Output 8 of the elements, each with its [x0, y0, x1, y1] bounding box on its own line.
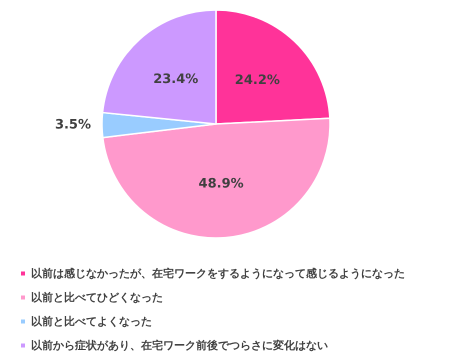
legend-label: 以前と比べてよくなった: [31, 315, 152, 328]
legend-label: 以前と比べてひどくなった: [31, 291, 163, 304]
data-label: 3.5%: [54, 118, 92, 133]
legend-label: 以前から症状があり、在宅ワーク前後でつらさに変化はない: [31, 339, 328, 352]
data-label: 23.4%: [153, 72, 198, 87]
legend-label: 以前は感じなかったが、在宅ワークをするようになって感じるようになった: [31, 267, 405, 280]
data-label: 24.2%: [234, 73, 280, 88]
data-label: 48.9%: [198, 176, 244, 192]
